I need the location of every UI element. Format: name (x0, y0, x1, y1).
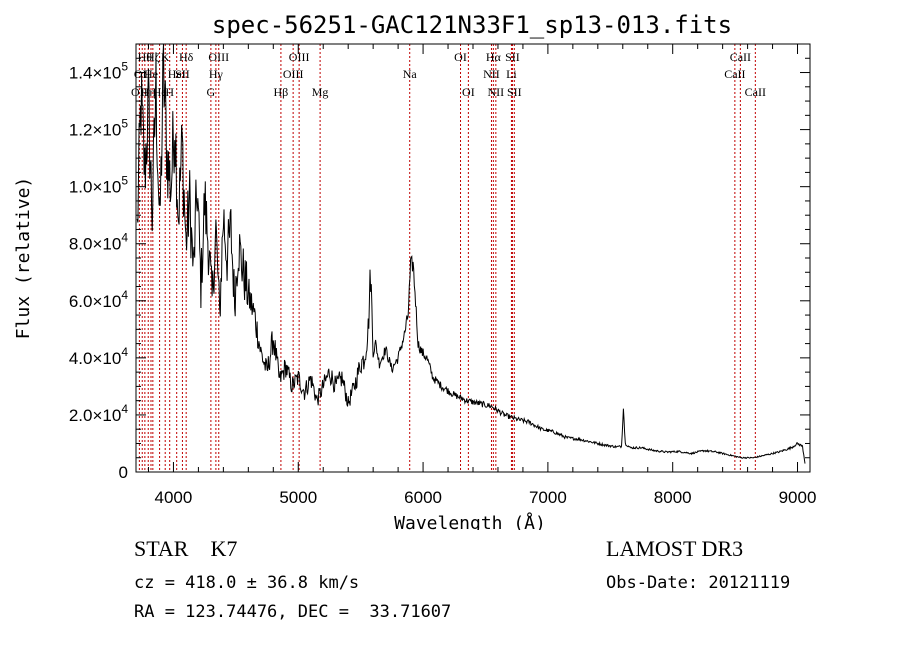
line-label: OIII (289, 50, 310, 64)
x-tick-label: 7000 (529, 488, 567, 507)
x-tick-label: 4000 (155, 488, 193, 507)
line-label: Hγ (209, 67, 224, 81)
y-tick-label: 1.4×105 (69, 60, 128, 83)
spectral-line-markers (138, 44, 756, 472)
line-label: He (144, 67, 158, 81)
line-label: HeI (168, 67, 186, 81)
obs-date-label: Obs-Date: 20121119 (606, 573, 791, 593)
line-label: OI (454, 50, 467, 64)
x-axis-label: Wavelength (Å) (394, 512, 546, 530)
y-tick-label: 2.0×104 (69, 402, 128, 425)
redshift-label: cz = 418.0 ± 36.8 km/s (134, 573, 360, 593)
coordinates-label: RA = 123.74476, DEC = 33.71607 (134, 602, 452, 622)
spectral-line-labels: OIIOIIHθHηHeHζHeKHHeISIIHδGHγOIIIHβOIIIO… (131, 50, 766, 99)
plot-frame (135, 43, 811, 473)
x-tick-label: 8000 (654, 488, 692, 507)
line-label: H (165, 85, 174, 99)
x-tick-label: 6000 (404, 488, 442, 507)
y-tick-label: 1.2×105 (69, 117, 128, 140)
line-label: Hζ (146, 50, 160, 64)
survey-label: LAMOST DR3 (606, 536, 744, 561)
y-axis-label: Flux (relative) (13, 177, 34, 340)
line-label: OII (134, 67, 151, 81)
line-label: Li (506, 67, 517, 81)
line-label: Mg (312, 85, 329, 99)
x-tick-label: 9000 (779, 488, 817, 507)
y-tick-label: 8.0×104 (69, 231, 128, 254)
line-label: OIII (283, 67, 304, 81)
spectrum-line (136, 43, 806, 464)
y-tick-label: 1.0×105 (69, 174, 128, 197)
line-label: NII (488, 85, 505, 99)
line-label: NII (483, 67, 500, 81)
spectrum-chart: spec-56251-GAC121N33F1_sp13-013.fits OII… (13, 11, 817, 530)
y-tick-label: 0 (119, 463, 128, 482)
line-label: SII (505, 50, 520, 64)
line-label: Hα (486, 50, 502, 64)
line-label: OII (131, 85, 148, 99)
line-label: CaII (745, 85, 766, 99)
chart-title: spec-56251-GAC121N33F1_sp13-013.fits (212, 11, 732, 39)
line-label: CaII (730, 50, 751, 64)
x-tick-label: 5000 (279, 488, 317, 507)
line-label: SII (175, 67, 190, 81)
y-axis: 0 2.0×104 4.0×104 6.0×104 8.0×104 1.0×105 1.2×… (69, 57, 810, 482)
x-axis: 4000 5000 6000 7000 8000 9000 (147, 44, 817, 507)
line-label: OIII (208, 50, 229, 64)
y-tick-label: 4.0×104 (69, 345, 128, 368)
line-label: K (161, 50, 170, 64)
line-label: OI (462, 85, 475, 99)
line-label: Na (403, 67, 418, 81)
line-label: Hθ (138, 50, 153, 64)
line-label: Hδ (179, 50, 194, 64)
object-class-label: STAR K7 (134, 536, 238, 561)
line-label: SII (507, 85, 522, 99)
line-label: Hβ (274, 85, 289, 99)
y-tick-label: 6.0×104 (69, 288, 128, 311)
line-label: G (207, 85, 216, 99)
line-label: CaII (724, 67, 745, 81)
